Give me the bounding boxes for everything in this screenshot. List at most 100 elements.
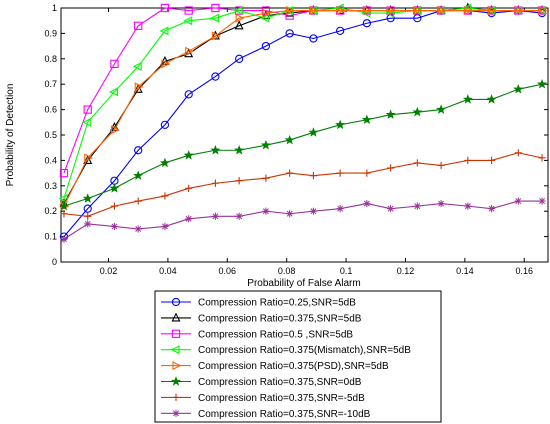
data-point xyxy=(413,6,423,16)
data-point xyxy=(309,34,318,43)
data-point xyxy=(234,144,245,155)
legend-label: Compression Ratio=0.375(PSD),SNR=5dB xyxy=(198,361,389,372)
legend: Compression Ratio=0.25,SNR=5dB Compressio… xyxy=(161,298,411,420)
data-point xyxy=(309,172,318,180)
data-point xyxy=(211,179,220,187)
y-tick-label: 0.2 xyxy=(44,206,57,216)
data-point xyxy=(464,6,474,16)
data-point xyxy=(109,87,119,97)
data-point xyxy=(363,169,371,177)
data-point xyxy=(336,205,344,213)
data-point xyxy=(336,169,344,177)
data-point xyxy=(110,222,119,231)
data-point xyxy=(60,235,68,243)
data-point xyxy=(464,202,472,210)
data-point xyxy=(110,125,120,135)
x-tick-label: 0.08 xyxy=(278,266,296,276)
x-tick-label: 0.14 xyxy=(456,266,474,276)
data-point xyxy=(334,3,344,13)
data-point xyxy=(261,6,271,15)
data-point xyxy=(211,3,220,13)
data-point xyxy=(235,212,243,220)
data-point xyxy=(538,6,548,16)
data-point xyxy=(514,149,522,157)
data-point xyxy=(538,197,546,205)
data-point xyxy=(486,94,497,104)
y-tick-label: 0.6 xyxy=(44,105,57,115)
legend-swatch-marker xyxy=(170,345,180,355)
legend-entry: Compression Ratio=0.375(PSD),SNR=5dB xyxy=(161,361,389,372)
data-point xyxy=(185,184,193,192)
legend-swatch-marker xyxy=(171,297,181,307)
data-point xyxy=(309,6,319,16)
data-point xyxy=(211,72,220,81)
data-point xyxy=(285,29,294,38)
y-tick-label: 0.9 xyxy=(44,28,57,38)
data-point xyxy=(538,154,546,162)
data-point xyxy=(286,210,294,218)
legend-label: Compression Ratio=0.375(Mismatch),SNR=5d… xyxy=(198,345,411,356)
data-point xyxy=(335,119,346,130)
data-point xyxy=(387,6,397,16)
data-point xyxy=(211,31,221,41)
data-point xyxy=(83,105,92,114)
legend-entry: Compression Ratio=0.375,SNR=0dB xyxy=(161,376,362,388)
legend-swatch-marker xyxy=(171,312,181,322)
data-point xyxy=(513,84,524,94)
data-point xyxy=(161,222,169,231)
data-point xyxy=(234,20,244,30)
data-point xyxy=(462,3,472,13)
data-point xyxy=(209,13,219,23)
legend-label: Compression Ratio=0.5 ,SNR=5dB xyxy=(198,329,353,340)
data-point xyxy=(83,154,93,164)
legend-entry: Compression Ratio=0.375(Mismatch),SNR=5d… xyxy=(161,345,411,356)
data-point xyxy=(363,199,371,208)
data-point xyxy=(487,205,496,213)
legend-label: Compression Ratio=0.25,SNR=5dB xyxy=(198,298,356,309)
data-point xyxy=(210,144,221,155)
data-point xyxy=(60,210,68,218)
data-point xyxy=(335,26,345,36)
data-point xyxy=(233,6,243,16)
legend-swatch-marker xyxy=(172,393,180,401)
data-point xyxy=(488,6,498,16)
data-point xyxy=(260,139,271,150)
series-line xyxy=(63,83,543,207)
legend-swatch-marker xyxy=(172,361,182,371)
y-tick-label: 0.8 xyxy=(44,54,57,64)
data-point xyxy=(84,153,94,163)
legend-entry: Compression Ratio=0.375,SNR=-10dB xyxy=(161,409,371,420)
data-point xyxy=(385,8,395,18)
data-point xyxy=(160,120,170,129)
data-point xyxy=(110,202,119,210)
data-point xyxy=(261,41,271,51)
legend-label: Compression Ratio=0.375,SNR=5dB xyxy=(198,313,362,324)
series-line xyxy=(63,200,543,240)
series-6 xyxy=(58,78,548,211)
data-point xyxy=(262,174,270,182)
data-point xyxy=(262,8,272,18)
y-tick-label: 0.7 xyxy=(44,79,57,89)
y-tick-label: 0.5 xyxy=(44,130,57,140)
data-point xyxy=(82,193,93,203)
x-tick-label: 0.06 xyxy=(219,266,237,276)
data-point xyxy=(134,146,143,155)
data-point xyxy=(134,225,142,233)
data-point xyxy=(109,183,120,193)
data-point xyxy=(161,192,169,200)
data-point xyxy=(412,106,423,117)
series-layer xyxy=(58,2,548,243)
data-point xyxy=(387,164,395,172)
series-line xyxy=(63,152,543,217)
legend-entry: Compression Ratio=0.25,SNR=5dB xyxy=(161,298,356,309)
x-tick-label: 0.12 xyxy=(397,266,415,276)
data-point xyxy=(84,212,92,220)
data-point xyxy=(59,168,69,178)
data-point xyxy=(134,197,142,205)
data-point xyxy=(361,114,372,125)
data-point xyxy=(487,156,496,164)
y-tick-label: 0 xyxy=(52,257,57,267)
data-point xyxy=(134,21,143,30)
data-point xyxy=(387,205,395,213)
data-point xyxy=(82,117,92,127)
